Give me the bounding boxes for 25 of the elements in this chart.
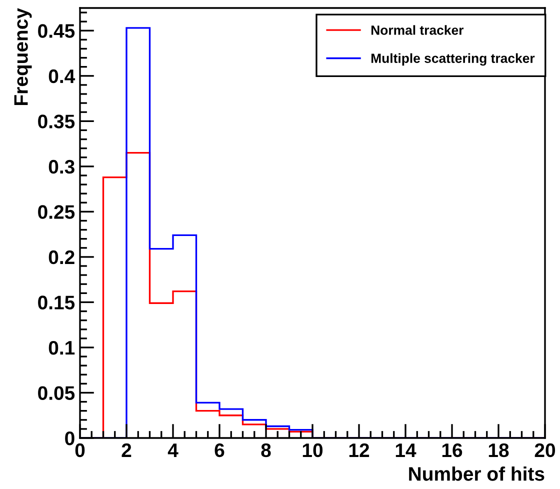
y-tick-label: 0.2: [48, 250, 74, 264]
x-axis-title: Number of hits: [409, 466, 544, 481]
y-tick-label: 0.4: [48, 69, 76, 84]
x-tick-label: 8: [261, 443, 271, 458]
x-tick-label: 4: [168, 444, 178, 457]
y-tick-label: 0.45: [38, 24, 75, 38]
x-tick-label: 18: [488, 443, 509, 458]
x-tick-label: 10: [302, 443, 323, 458]
x-tick-label: 14: [396, 444, 416, 457]
legend-label: Multiple scattering tracker: [371, 53, 535, 66]
x-tick-label: 16: [442, 443, 462, 458]
y-tick-label: 0.05: [38, 386, 75, 400]
y-tick-label: 0.15: [38, 296, 75, 310]
y-tick-label: 0.1: [48, 340, 75, 355]
x-tick-label: 12: [349, 443, 370, 457]
x-tick-label: 20: [534, 443, 556, 458]
y-axis-title: Frequency: [14, 8, 32, 106]
legend-label: Normal tracker: [371, 25, 464, 35]
x-tick-label: 6: [214, 443, 224, 458]
y-tick-label: 0.35: [38, 114, 75, 128]
y-tick-label: 0: [65, 431, 74, 446]
x-tick-label: 2: [122, 443, 132, 457]
y-tick-label: 0.3: [48, 160, 74, 174]
y-tick-label: 0.25: [38, 205, 75, 219]
x-tick-label: 0: [75, 443, 85, 458]
